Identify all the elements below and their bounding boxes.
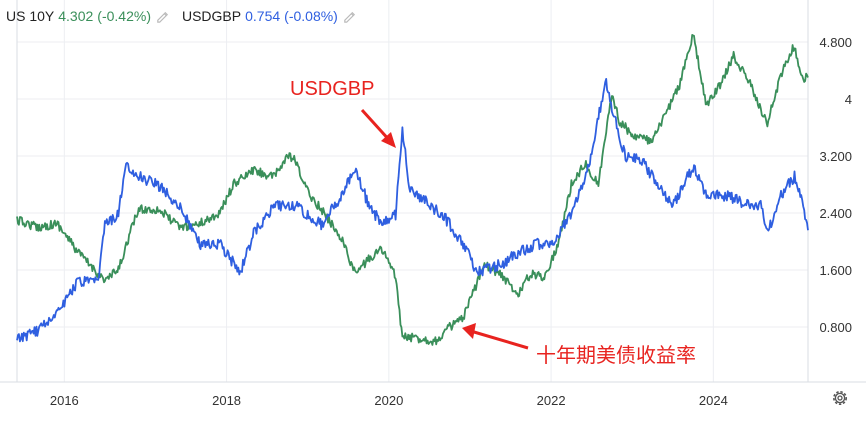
y-tick-label: 3.200 [819, 149, 852, 164]
legend-change: (-0.42%) [97, 8, 151, 24]
annotation-us10y: 十年期美债收益率 [536, 343, 696, 367]
y-tick-label: 0.800 [819, 320, 852, 335]
x-tick-label: 2018 [212, 393, 241, 408]
annotation-arrow-us10y [473, 330, 529, 350]
annotation-arrowhead-us10y [462, 323, 476, 339]
x-tick-label: 2022 [537, 393, 566, 408]
pencil-icon[interactable] [342, 9, 357, 24]
legend-item-us10y[interactable]: US 10Y 4.302 (-0.42%) [6, 8, 170, 24]
gear-icon[interactable] [830, 388, 850, 408]
y-tick-label: 1.600 [819, 263, 852, 278]
annotation-arrowhead-usdgbp [381, 132, 396, 148]
legend-value: 4.302 [58, 8, 94, 24]
legend-symbol: US 10Y [6, 8, 55, 24]
y-tick-label: 2.400 [819, 206, 852, 221]
legend-value: 0.754 [245, 8, 281, 24]
legend-change: (-0.08%) [284, 8, 338, 24]
legend-item-usdgbp[interactable]: USDGBP 0.754 (-0.08%) [182, 8, 357, 24]
y-tick-label: 4 [845, 92, 852, 107]
chart-legend: US 10Y 4.302 (-0.42%) USDGBP 0.754 (-0.0… [6, 8, 369, 24]
x-tick-label: 2020 [374, 393, 403, 408]
series-line-usdgbp [16, 78, 809, 343]
legend-symbol: USDGBP [181, 8, 242, 24]
y-tick-label: 4.800 [819, 35, 852, 50]
x-tick-label: 2016 [50, 393, 79, 408]
pencil-icon[interactable] [155, 9, 170, 24]
x-tick-label: 2024 [699, 393, 728, 408]
annotation-usdgbp: USDGBP [290, 78, 374, 100]
series-line-us10y [16, 34, 809, 346]
